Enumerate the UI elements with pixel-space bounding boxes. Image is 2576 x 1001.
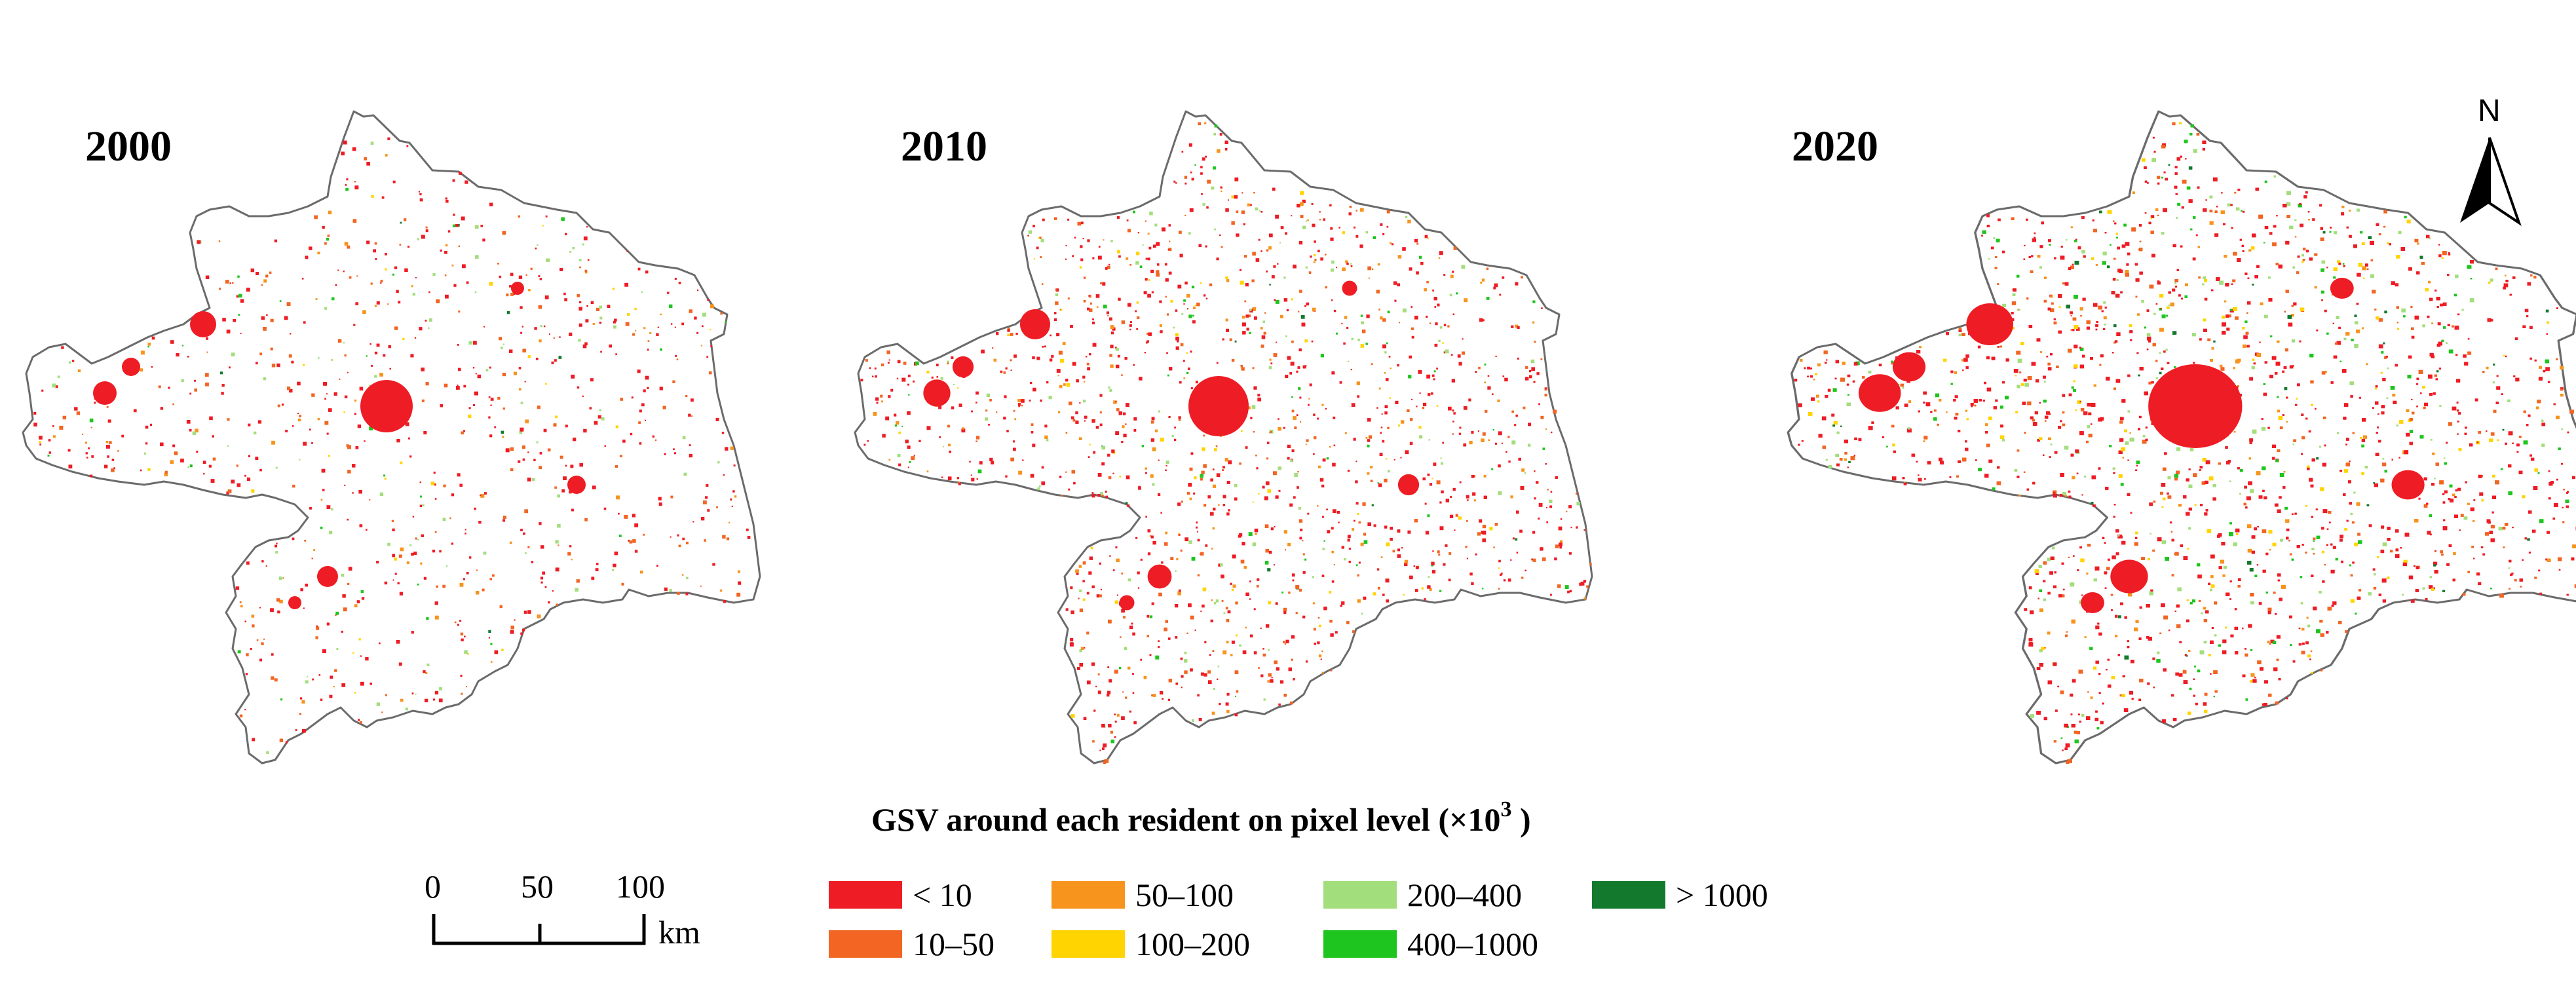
legend-label: 50–100 — [1135, 877, 1234, 913]
legend: GSV around each resident on pixel level … — [829, 797, 1768, 962]
legend-label: > 1000 — [1676, 877, 1768, 913]
year-label: 2000 — [85, 123, 172, 170]
north-arrow-icon — [2460, 137, 2522, 226]
scale-tick-label: 0 — [425, 868, 441, 905]
legend-swatch — [1592, 881, 1665, 909]
legend-swatch — [1323, 881, 1397, 909]
legend-label: 200–400 — [1407, 877, 1522, 913]
scale-unit-label: km — [658, 914, 700, 951]
legend-swatch — [829, 930, 902, 958]
legend-swatch — [1051, 881, 1125, 909]
map-panel-2010: 2010 — [854, 110, 1593, 765]
legend-label: 10–50 — [913, 926, 994, 962]
legend-swatch — [1051, 930, 1125, 958]
north-arrow: N — [2460, 94, 2522, 226]
legend-label: 400–1000 — [1407, 926, 1538, 962]
year-label: 2010 — [901, 123, 987, 170]
gsv-pixel-layer — [33, 137, 751, 754]
scale-tick-label: 50 — [521, 868, 554, 905]
legend-items: < 10 10–50 50–100 100–200 200–400 400–1000 > 1… — [829, 877, 1768, 962]
scale-bar: 0 50 100 km — [425, 868, 700, 951]
map-panel-2020 — [1787, 110, 2576, 765]
gsv-pixel-layer — [860, 122, 1592, 764]
map-panel-2000: 2000 — [22, 110, 761, 765]
north-label: N — [2478, 94, 2501, 128]
region-outline — [854, 110, 1593, 765]
legend-swatch — [829, 881, 902, 909]
scale-tick-label: 100 — [616, 868, 665, 905]
legend-swatch — [1323, 930, 1397, 958]
gsv-pixel-layer — [1794, 122, 2576, 764]
region-outline — [22, 110, 761, 765]
legend-label: < 10 — [913, 877, 972, 913]
legend-title: GSV around each resident on pixel level … — [871, 797, 1531, 838]
year-label-2020: 2020 — [1792, 123, 1878, 170]
legend-label: 100–200 — [1135, 926, 1250, 962]
